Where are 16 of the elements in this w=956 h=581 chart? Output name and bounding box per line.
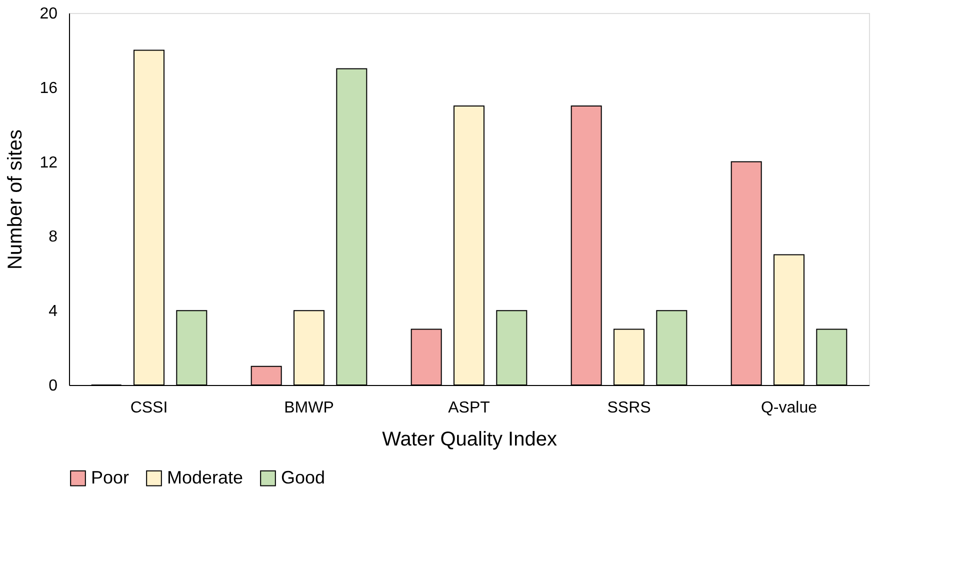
x-tick-label: Q-value [760, 400, 818, 416]
y-axis-title: Number of sites [4, 129, 27, 270]
y-tick-label: 20 [40, 6, 58, 22]
x-tick-label: BMWP [284, 400, 334, 416]
x-tick-label: ASPT [448, 400, 490, 416]
y-tick-label: 16 [40, 80, 58, 97]
x-tick-label: SSRS [607, 400, 651, 416]
y-tick-label: 8 [48, 228, 58, 246]
legend-label: Good [281, 467, 326, 488]
y-tick-label: 0 [48, 378, 58, 394]
y-tick-label: 12 [40, 154, 58, 172]
y-tick-label: 4 [48, 303, 58, 320]
legend-label: Moderate [167, 467, 244, 488]
x-tick-label: CSSI [130, 400, 168, 416]
x-axis-title: Water Quality Index [382, 428, 557, 450]
legend-label: Poor [91, 467, 130, 488]
